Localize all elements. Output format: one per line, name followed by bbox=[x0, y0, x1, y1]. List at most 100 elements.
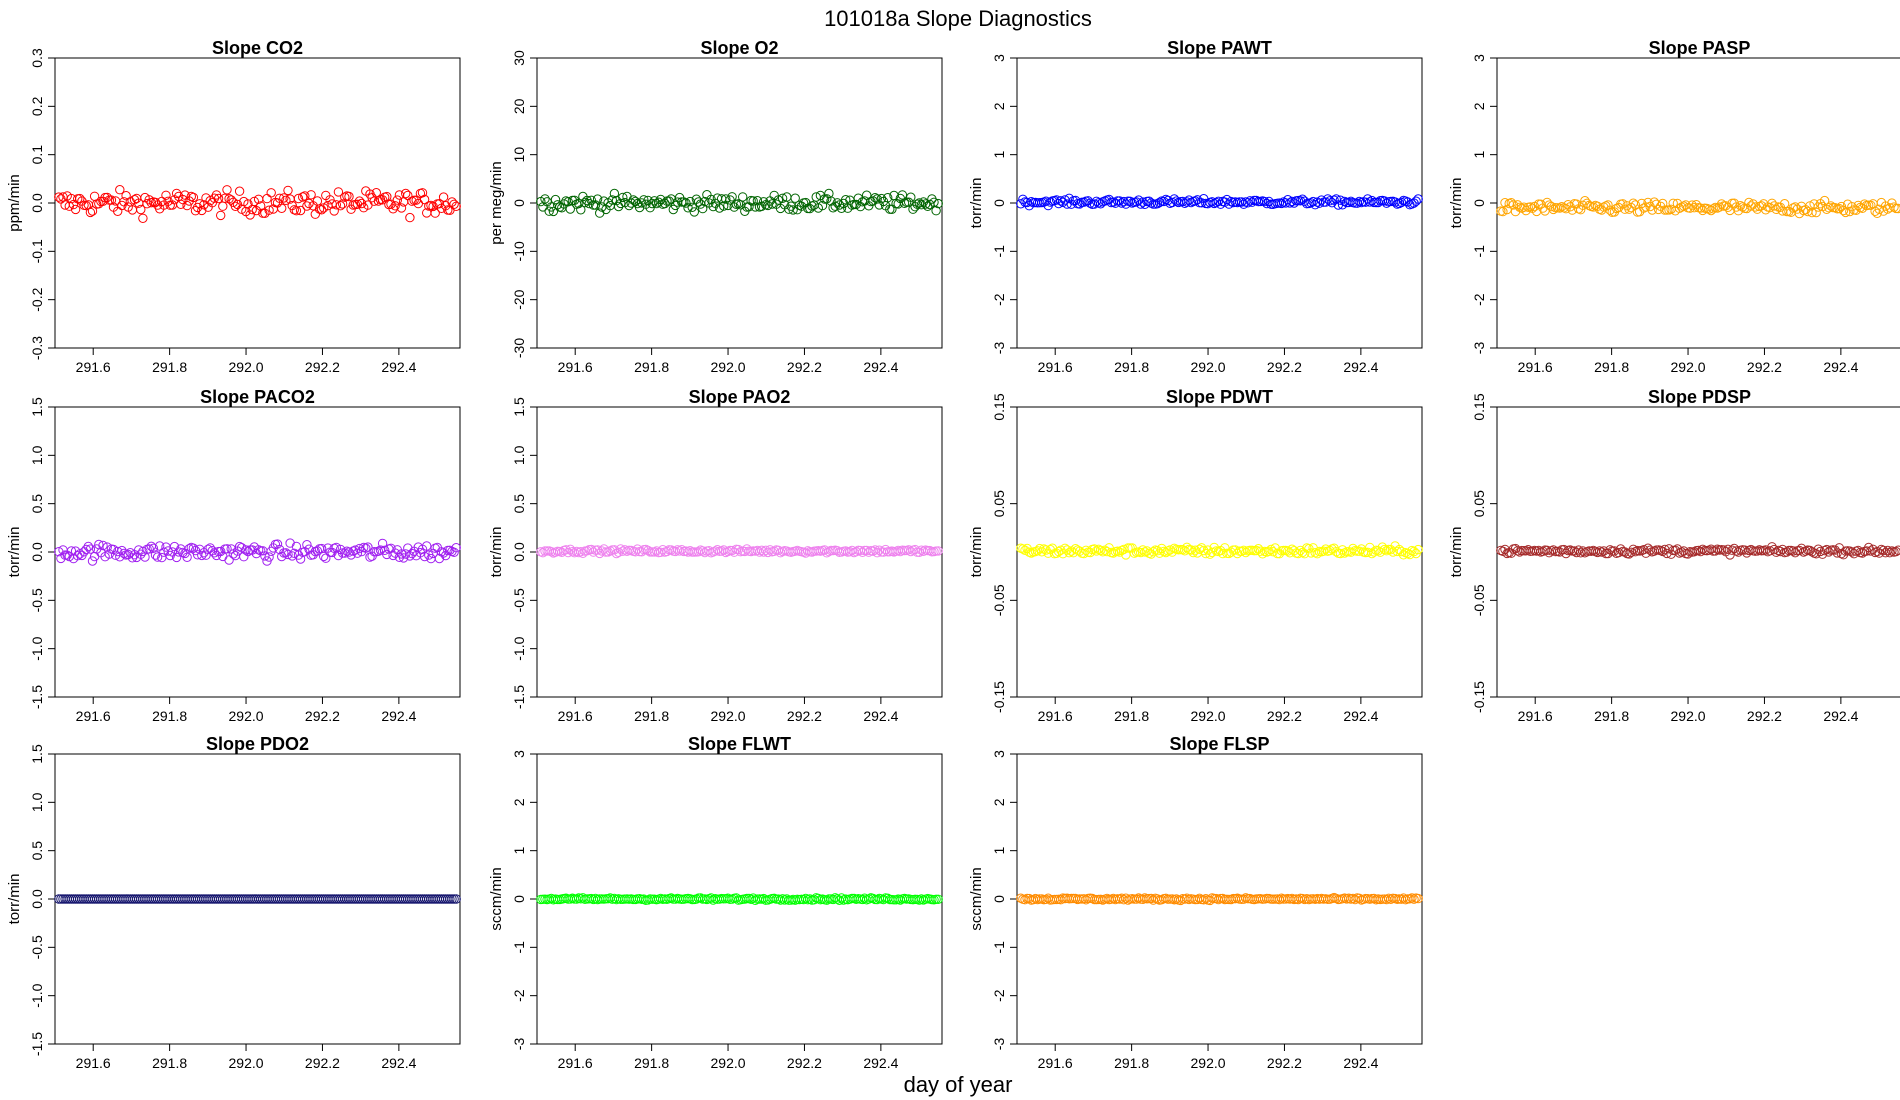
data-point bbox=[75, 193, 85, 204]
data-point bbox=[298, 192, 308, 202]
data-point bbox=[451, 201, 461, 212]
y-tick-label: 3 bbox=[1471, 54, 1487, 62]
panel-slope-pdo2: Slope PDO2 torr/min -1.5 -1.0 -0.5 0.0 0.5 1.0 1… bbox=[6, 734, 461, 1071]
data-point bbox=[1885, 548, 1895, 558]
data-point bbox=[1293, 548, 1304, 559]
panel-title: Slope PASP bbox=[1649, 38, 1751, 58]
data-point bbox=[87, 206, 98, 216]
data-point bbox=[197, 205, 207, 216]
data-point bbox=[1037, 547, 1047, 557]
data-point bbox=[1318, 546, 1329, 556]
y-tick-label: 0.0 bbox=[29, 889, 45, 909]
x-tick-label: 291.8 bbox=[634, 1055, 669, 1071]
y-tick-label: 0.15 bbox=[991, 393, 1007, 420]
data-point bbox=[1500, 198, 1510, 208]
data-point bbox=[361, 543, 371, 553]
data-point bbox=[281, 195, 291, 206]
data-point bbox=[1312, 549, 1323, 559]
x-tick-label: 291.6 bbox=[1038, 1055, 1073, 1071]
data-point bbox=[870, 545, 880, 555]
x-tick-label: 292.2 bbox=[305, 359, 340, 375]
data-point bbox=[1889, 202, 1899, 212]
data-point bbox=[401, 188, 411, 199]
x-tick-label: 291.6 bbox=[76, 359, 111, 375]
data-point bbox=[841, 195, 851, 205]
data-point bbox=[1508, 200, 1519, 210]
y-tick-label: 0.05 bbox=[1471, 490, 1487, 517]
data-point bbox=[1407, 893, 1417, 903]
x-tick-label: 291.6 bbox=[1038, 708, 1073, 724]
data-point bbox=[171, 552, 182, 563]
data-points bbox=[1016, 892, 1423, 906]
data-points bbox=[536, 893, 943, 905]
data-point bbox=[319, 551, 329, 562]
y-tick-label: -0.5 bbox=[511, 588, 527, 612]
data-point bbox=[777, 193, 788, 204]
y-tick-label: 0 bbox=[511, 199, 527, 207]
data-point bbox=[876, 193, 887, 204]
data-point bbox=[1790, 202, 1800, 212]
panel-title: Slope FLSP bbox=[1169, 734, 1269, 754]
data-point bbox=[1687, 200, 1697, 210]
y-tick-label: -1 bbox=[991, 941, 1007, 954]
data-point bbox=[1708, 204, 1718, 214]
data-point bbox=[1580, 548, 1590, 558]
data-point bbox=[1515, 547, 1525, 557]
x-tick-label: 292.4 bbox=[863, 359, 898, 375]
y-tick-label: 2 bbox=[511, 798, 527, 806]
data-point bbox=[226, 544, 236, 554]
data-point bbox=[451, 543, 461, 553]
panel-slope-pao2: Slope PAO2 torr/min -1.5 -1.0 -0.5 0.0 0.5 1.0 1… bbox=[488, 387, 943, 724]
data-point bbox=[216, 210, 226, 221]
data-point bbox=[434, 199, 445, 209]
y-tick-label: 3 bbox=[991, 54, 1007, 62]
data-point bbox=[70, 204, 81, 215]
y-tick-label: 1.5 bbox=[511, 397, 527, 417]
y-tick-label: -0.05 bbox=[991, 584, 1007, 616]
data-point bbox=[1154, 548, 1165, 558]
data-point bbox=[83, 541, 94, 552]
y-tick-label: -0.5 bbox=[29, 588, 45, 612]
data-point bbox=[390, 201, 400, 211]
data-points bbox=[1496, 542, 1900, 560]
x-tick-label: 291.8 bbox=[1594, 708, 1629, 724]
panel-slope-flsp: Slope FLSP sccm/min -3 -2 -1 0 1 2 3 291.6 291.8 29… bbox=[968, 734, 1423, 1071]
data-point bbox=[1285, 198, 1295, 208]
panel-title: Slope O2 bbox=[700, 38, 778, 58]
figure-xlabel: day of year bbox=[904, 1072, 1013, 1097]
data-point bbox=[333, 187, 344, 197]
data-point bbox=[1594, 546, 1605, 556]
y-tick-label: 1.0 bbox=[29, 445, 45, 465]
data-point bbox=[580, 197, 590, 208]
panel-slope-paco2: Slope PACO2 torr/min -1.5 -1.0 -0.5 0.0 0.5 1.0… bbox=[6, 387, 461, 724]
data-point bbox=[182, 552, 192, 562]
data-point bbox=[291, 206, 302, 216]
x-tick-label: 292.4 bbox=[1823, 359, 1858, 375]
y-tick-label: 1.5 bbox=[29, 397, 45, 417]
data-point bbox=[1555, 203, 1565, 213]
x-tick-label: 291.8 bbox=[634, 708, 669, 724]
y-tick-label: 0.1 bbox=[29, 145, 45, 165]
x-tick-label: 291.6 bbox=[1518, 708, 1553, 724]
y-tick-label: 0 bbox=[1471, 199, 1487, 207]
data-point bbox=[163, 546, 173, 556]
data-point bbox=[1041, 545, 1051, 555]
data-point bbox=[1381, 546, 1392, 556]
data-point bbox=[1788, 546, 1798, 556]
data-point bbox=[234, 186, 245, 196]
y-tick-label: 2 bbox=[991, 102, 1007, 110]
data-point bbox=[788, 205, 798, 215]
data-point bbox=[647, 198, 657, 209]
data-points bbox=[1496, 195, 1900, 219]
y-tick-label: -0.1 bbox=[29, 239, 45, 263]
data-point bbox=[719, 201, 729, 211]
data-point bbox=[1893, 545, 1900, 555]
data-point bbox=[1603, 200, 1613, 210]
x-tick-label: 291.6 bbox=[558, 1055, 593, 1071]
data-point bbox=[649, 547, 660, 557]
data-point bbox=[700, 196, 710, 207]
y-tick-label: 1.0 bbox=[29, 792, 45, 812]
data-point bbox=[417, 188, 428, 198]
data-point bbox=[295, 554, 306, 564]
